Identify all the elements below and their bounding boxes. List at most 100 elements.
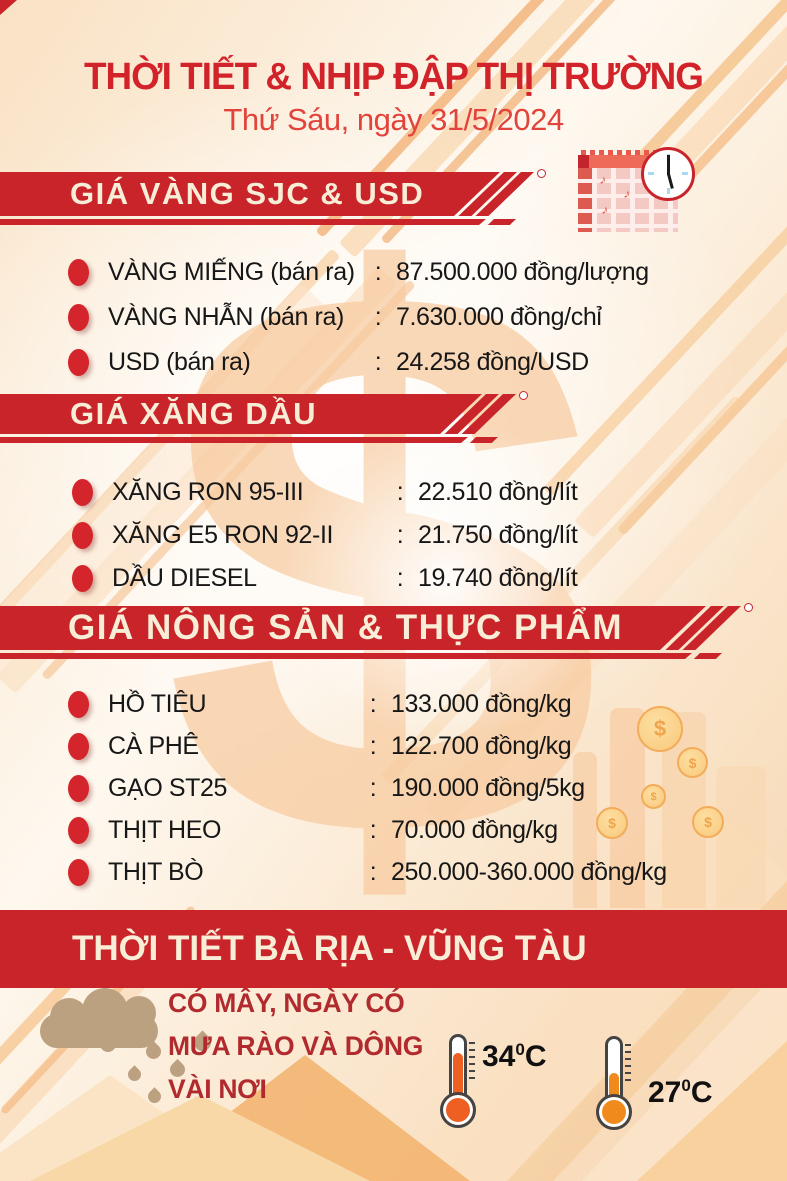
price-label: GẠO ST25 [108, 773, 228, 802]
banner-underline [0, 653, 692, 659]
price-label: USD (bán ra) [108, 347, 251, 376]
coin-icon: $ [677, 747, 708, 778]
chart-bar [573, 752, 597, 908]
price-separator: : [374, 302, 382, 331]
bullet-icon [72, 478, 93, 506]
price-value: 190.000 đồng/5kg [391, 773, 585, 802]
chart-bar [716, 766, 766, 908]
price-row: DẦU DIESEL : 19.740 đồng/lít [72, 562, 578, 594]
thermometer-bulb [596, 1094, 632, 1130]
clock-hour-hand [667, 173, 674, 189]
price-separator: : [369, 689, 377, 718]
coin-dollar-glyph: $ [650, 790, 657, 803]
bullet-icon [72, 564, 93, 592]
clock-icon [641, 147, 695, 201]
cloud-puff [122, 996, 156, 1030]
price-separator: : [369, 731, 377, 760]
price-row: GẠO ST25 : 190.000 đồng/5kg [68, 772, 585, 804]
price-separator: : [374, 257, 382, 286]
corner-triangle [0, 0, 17, 15]
price-separator: : [396, 563, 404, 592]
temperature-unit: C [690, 1076, 713, 1109]
thermometer-ticks [625, 1044, 631, 1086]
section-header-food: GIÁ NÔNG SẢN & THỰC PHẨM [0, 603, 753, 659]
bullet-icon [68, 258, 89, 286]
price-label: CÀ PHÊ [108, 731, 199, 760]
page-date: Thứ Sáu, ngày 31/5/2024 [223, 102, 564, 137]
price-value: 19.740 đồng/lít [418, 563, 578, 592]
coin-dollar-glyph: $ [688, 754, 697, 771]
banner-dot [744, 603, 753, 612]
weather-description-line: VÀI NƠI [168, 1074, 267, 1104]
price-row: VÀNG MIẾNG (bán ra) : 87.500.000 đồng/lư… [68, 256, 649, 288]
banner-underline-tail [693, 653, 722, 659]
coin-icon: $ [596, 807, 628, 839]
price-separator: : [396, 520, 404, 549]
price-value: 133.000 đồng/kg [391, 689, 572, 718]
cloud-puff [82, 988, 128, 1034]
section-header-fuel: GIÁ XĂNG DẦU [0, 391, 528, 443]
calendar-binding [581, 150, 675, 157]
clock-tick [648, 172, 654, 175]
price-label: THỊT HEO [108, 815, 222, 844]
price-label: THỊT BÒ [108, 857, 204, 886]
temperature-unit: C [524, 1040, 547, 1073]
thermometer-tube [605, 1036, 623, 1100]
section-header-label: GIÁ NÔNG SẢN & THỰC PHẨM [68, 608, 624, 647]
weather-description-line: MƯA RÀO VÀ DÔNG [168, 1031, 424, 1061]
day-temperature: 340C [482, 1040, 547, 1074]
section-header-gold: GIÁ VÀNG SJC & USD [0, 169, 546, 225]
degree-symbol: 0 [515, 1040, 525, 1059]
price-row: XĂNG RON 95-III : 22.510 đồng/lít [72, 476, 578, 508]
raindrop-icon [125, 1065, 144, 1084]
coin-dollar-glyph: $ [608, 815, 616, 831]
bg-glow [280, 410, 610, 750]
thermometer-bulb [440, 1092, 476, 1128]
bullet-icon [68, 348, 89, 376]
thermometer-ticks [469, 1042, 475, 1084]
clock-tick [667, 188, 670, 194]
bullet-icon [68, 816, 89, 844]
price-value: 87.500.000 đồng/lượng [396, 257, 649, 286]
price-label: HỒ TIÊU [108, 689, 207, 718]
price-separator: : [369, 773, 377, 802]
price-value: 122.700 đồng/kg [391, 731, 572, 760]
price-row: USD (bán ra) : 24.258 đồng/USD [68, 346, 589, 378]
price-value: 21.750 đồng/lít [418, 520, 578, 549]
price-separator: : [396, 477, 404, 506]
banner-dot [537, 169, 546, 178]
night-temperature-value: 27 [648, 1076, 682, 1109]
banner-dot [519, 391, 528, 400]
coin-icon: $ [641, 784, 666, 809]
section-header-label: GIÁ VÀNG SJC & USD [70, 176, 425, 211]
bullet-icon [72, 521, 93, 549]
price-value: 70.000 đồng/kg [391, 815, 558, 844]
price-value: 24.258 đồng/USD [396, 347, 589, 376]
bullet-icon [68, 690, 89, 718]
coin-icon: $ [637, 706, 683, 752]
price-row: THỊT BÒ : 250.000-360.000 đồng/kg [68, 856, 667, 888]
coin-dollar-glyph: $ [704, 814, 712, 830]
bullet-icon [68, 732, 89, 760]
price-separator: : [369, 857, 377, 886]
clock-minute-hand [667, 155, 670, 175]
price-value: 7.630.000 đồng/chỉ [396, 302, 602, 331]
coin-dollar-glyph: $ [653, 716, 667, 741]
coin-icon: $ [692, 806, 724, 838]
price-label: DẦU DIESEL [112, 563, 257, 592]
price-label: VÀNG MIẾNG (bán ra) [108, 257, 355, 286]
price-label: VÀNG NHẪN (bán ra) [108, 302, 344, 331]
price-value: 22.510 đồng/lít [418, 477, 578, 506]
banner-underline [0, 437, 468, 443]
page-title: THỜI TIẾT & NHỊP ĐẬP THỊ TRƯỜNG [83, 56, 704, 98]
degree-symbol: 0 [681, 1076, 691, 1095]
night-temperature: 270C [648, 1076, 713, 1110]
price-separator: : [374, 347, 382, 376]
clock-tick [682, 172, 688, 175]
price-row: CÀ PHÊ : 122.700 đồng/kg [68, 730, 572, 762]
day-temperature-value: 34 [482, 1040, 516, 1073]
price-row: HỒ TIÊU : 133.000 đồng/kg [68, 688, 572, 720]
price-separator: : [369, 815, 377, 844]
thermometer-mercury [453, 1053, 463, 1098]
